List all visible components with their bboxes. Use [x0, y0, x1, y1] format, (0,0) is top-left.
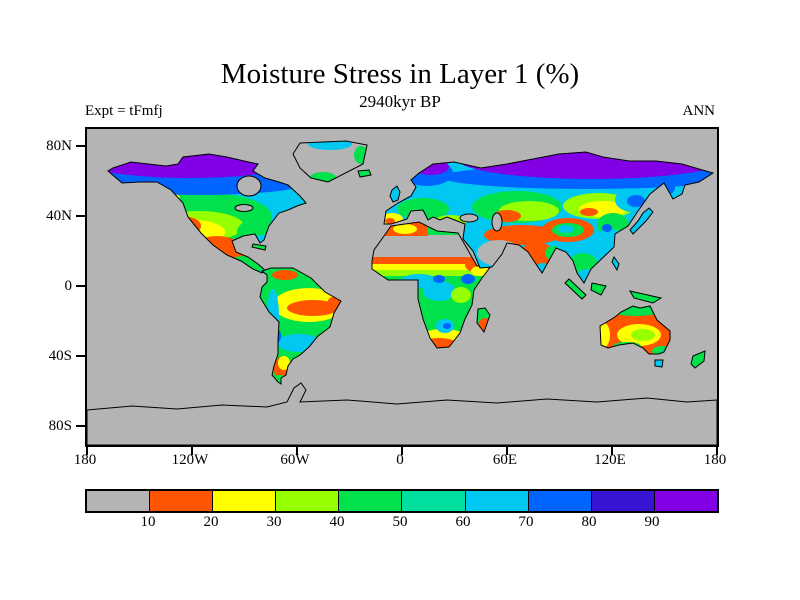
- x-tick-mark: [716, 447, 718, 455]
- caspian-sea: [491, 212, 503, 232]
- colorbar-labels: 10 20 30 40 50 60 70 80 90: [85, 514, 719, 534]
- colorbar-segment: [212, 491, 276, 511]
- colorbar-tick-label: 40: [329, 514, 345, 530]
- colorbar-segment: [338, 491, 402, 511]
- colorbar-tick-label: 30: [266, 514, 282, 530]
- map-frame: [85, 127, 719, 447]
- x-tick-label-120e: 120E: [594, 452, 626, 468]
- great-lakes: [234, 204, 254, 212]
- colorbar-segment: [590, 491, 654, 511]
- colorbar-segment: [401, 491, 465, 511]
- x-tick-label-180e: 180: [703, 452, 727, 468]
- colorbar-segment: [653, 491, 717, 511]
- y-tick-mark: [76, 215, 85, 217]
- black-sea: [459, 213, 479, 223]
- colorbar-tick-label: 10: [140, 514, 156, 530]
- colorbar-segments: [87, 491, 717, 511]
- x-tick-mark: [86, 447, 88, 455]
- y-tick-mark: [76, 145, 85, 147]
- y-tick-mark: [76, 425, 85, 427]
- colorbar-tick-label: 80: [581, 514, 597, 530]
- y-tick-label-40s: 40S: [48, 348, 72, 364]
- x-tick-label-60e: 60E: [492, 452, 518, 468]
- colorbar-segment: [527, 491, 591, 511]
- colorbar-tick-label: 50: [392, 514, 408, 530]
- x-tick-mark: [296, 447, 298, 455]
- x-tick-label-60w: 60W: [280, 452, 310, 468]
- experiment-label: Expt = tFmfj: [85, 103, 163, 119]
- y-tick-mark: [76, 355, 85, 357]
- hudson-bay: [236, 175, 262, 197]
- south-america-fill: [267, 270, 341, 384]
- colorbar-tick-label: 70: [518, 514, 534, 530]
- greenland-fill: [308, 141, 367, 182]
- colorbar-segment: [275, 491, 339, 511]
- x-tick-label-180w: 180: [73, 452, 97, 468]
- world-map: [87, 129, 717, 445]
- season-label: ANN: [682, 103, 716, 119]
- y-tick-label-40n: 40N: [46, 208, 72, 224]
- y-tick-mark: [76, 285, 85, 287]
- colorbar: [85, 489, 719, 513]
- plot-title: Moisture Stress in Layer 1 (%): [220, 58, 580, 90]
- y-tick-label-80s: 80S: [48, 418, 72, 434]
- x-tick-label-0: 0: [396, 452, 404, 468]
- plot-subtitle: 2940kyr BP: [359, 92, 441, 111]
- y-tick-label-0: 0: [64, 278, 73, 294]
- x-tick-mark: [401, 447, 403, 455]
- colorbar-segment: [464, 491, 528, 511]
- x-tick-mark: [191, 447, 193, 455]
- x-tick-mark: [506, 447, 508, 455]
- colorbar-segment: [87, 491, 150, 511]
- x-tick-label-120w: 120W: [171, 452, 209, 468]
- colorbar-tick-label: 20: [203, 514, 219, 530]
- colorbar-segment: [149, 491, 213, 511]
- y-tick-label-80n: 80N: [46, 138, 72, 154]
- colorbar-tick-label: 90: [644, 514, 660, 530]
- colorbar-tick-label: 60: [455, 514, 471, 530]
- x-tick-mark: [611, 447, 613, 455]
